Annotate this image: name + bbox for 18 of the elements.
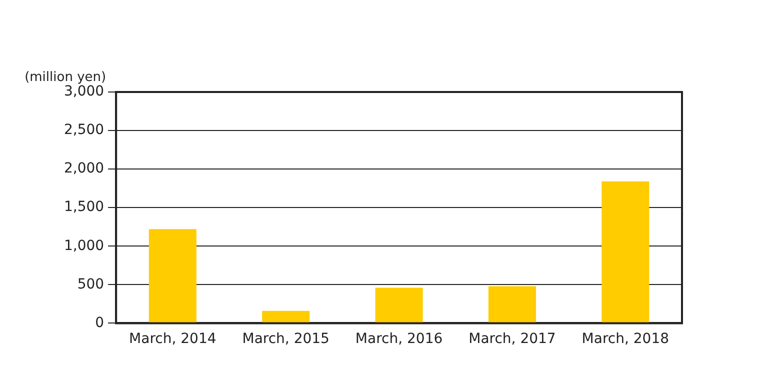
- x-tick-label: March, 2017: [468, 331, 556, 348]
- y-axis-title: (million yen): [24, 70, 106, 85]
- y-tick-label: 2,500: [64, 122, 104, 138]
- y-tick-label: 1,000: [64, 238, 104, 254]
- y-tick-label: 1,500: [64, 199, 104, 216]
- bar: [148, 229, 196, 323]
- x-tick-label: March, 2016: [355, 331, 443, 348]
- x-tick-label: March, 2018: [582, 331, 670, 348]
- y-tick-label: 0: [95, 314, 104, 331]
- y-tick-label: 2,000: [64, 160, 104, 177]
- bar: [602, 181, 650, 323]
- x-tick-label: March, 2015: [242, 331, 330, 348]
- bar: [262, 310, 310, 323]
- bar: [488, 286, 536, 323]
- y-tick-label: 500: [77, 276, 104, 292]
- y-tick-label: 3,000: [64, 84, 104, 100]
- x-tick-label: March, 2014: [129, 331, 216, 348]
- bar: [375, 288, 423, 323]
